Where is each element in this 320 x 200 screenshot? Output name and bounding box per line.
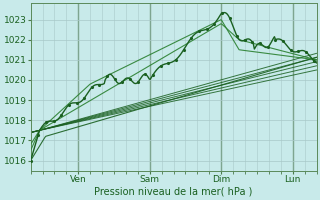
X-axis label: Pression niveau de la mer( hPa ): Pression niveau de la mer( hPa ) (94, 187, 253, 197)
